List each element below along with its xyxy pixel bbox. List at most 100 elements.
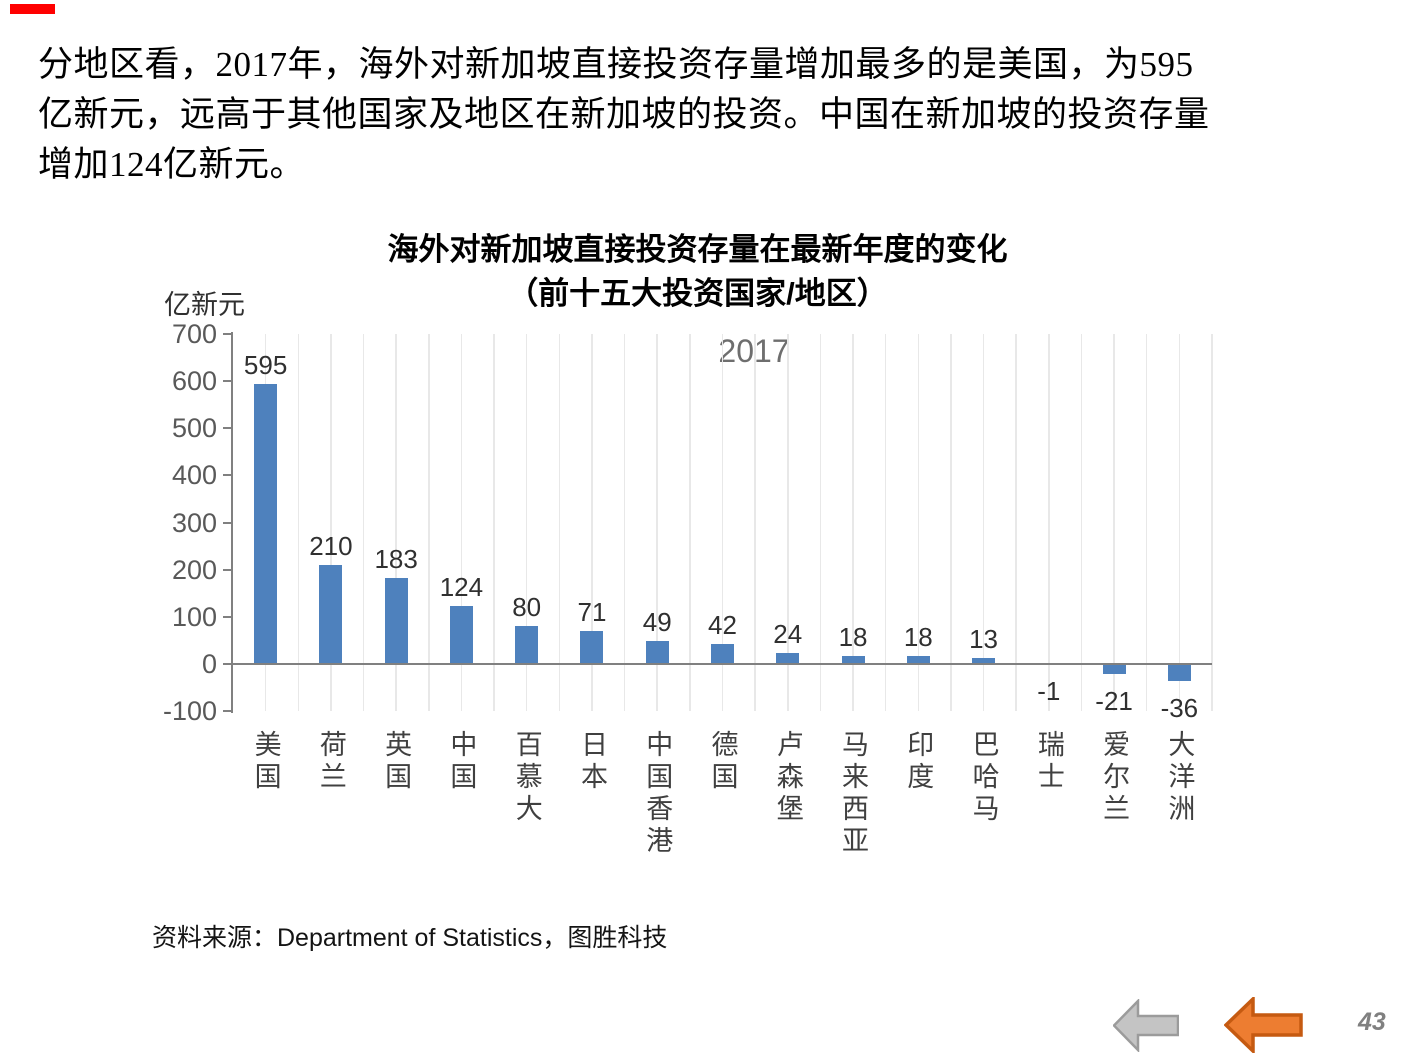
series-legend-label: 2017: [718, 333, 790, 369]
gridline: [1145, 334, 1148, 711]
gridline: [623, 334, 626, 711]
gridline: [982, 334, 985, 711]
left-arrow-icon: [1112, 997, 1180, 1054]
bar: [580, 630, 604, 664]
y-tick-label: 400: [171, 460, 217, 491]
x-category-label: 美国: [250, 730, 281, 794]
gridline: [917, 334, 920, 711]
gridline: [787, 334, 789, 711]
bar: [776, 652, 800, 664]
chart-subtitle: （前十五大投资国家/地区）: [507, 276, 888, 311]
bar-value-label: 18: [838, 621, 868, 652]
bar: [254, 383, 278, 664]
x-category-label: 百慕大: [511, 730, 542, 826]
x-category-label: 英国: [381, 730, 412, 794]
gridline: [1113, 334, 1115, 711]
gridline: [1080, 334, 1083, 711]
bar: [841, 655, 865, 664]
y-tick: [223, 380, 231, 383]
bar-value-label: -36: [1160, 692, 1199, 723]
gridline: [591, 334, 593, 711]
bar-value-label: -21: [1095, 685, 1133, 716]
bar-value-label: 18: [903, 621, 933, 652]
gridline: [330, 334, 332, 711]
x-category-label: 荷兰: [315, 730, 346, 794]
bar: [645, 640, 669, 664]
bar-value-label: 13: [969, 623, 999, 654]
page-number: 43: [1358, 1008, 1386, 1036]
gridline: [852, 334, 854, 711]
bar-value-label: 42: [708, 610, 737, 641]
bar-value-label: 210: [309, 531, 353, 561]
gridline: [558, 334, 561, 711]
gridline: [1178, 334, 1181, 711]
y-tick: [223, 333, 231, 335]
bar-value-label: 124: [439, 571, 484, 602]
x-category-label: 日本: [576, 730, 607, 794]
nav-back-button-orange[interactable]: [1223, 994, 1303, 1058]
gridline: [525, 334, 528, 711]
zero-axis-line: [233, 663, 1212, 665]
x-category-label: 印度: [903, 730, 934, 794]
y-tick-label: 700: [171, 319, 217, 349]
y-tick: [223, 663, 231, 665]
bar: [711, 644, 734, 664]
x-category-label: 马来西亚: [838, 730, 869, 858]
left-arrow-icon: [1223, 994, 1303, 1056]
y-axis-unit-label: 亿新元: [164, 290, 245, 320]
gridline: [656, 334, 658, 711]
gridline: [460, 334, 463, 711]
gridline: [1048, 334, 1050, 711]
red-accent-bar: [10, 4, 55, 14]
gridline: [950, 334, 952, 711]
y-tick: [223, 427, 231, 430]
gridline: [1015, 334, 1017, 711]
nav-previous-button-gray[interactable]: [1112, 997, 1180, 1057]
y-tick-label: 200: [171, 554, 217, 585]
y-tick: [223, 710, 231, 713]
x-category-label: 卢森堡: [772, 730, 803, 826]
gridline: [689, 334, 691, 711]
intro-line-1: 分地区看，2017年，海外对新加坡直接投资存量增加最多的是美国，为595: [38, 45, 1194, 84]
gridline: [428, 334, 430, 711]
y-tick-label: 0: [201, 649, 217, 679]
bar: [972, 657, 996, 664]
gridline: [395, 334, 397, 711]
source-note: 资料来源：Department of Statistics，图胜科技: [152, 924, 668, 952]
bar-value-label: 80: [512, 592, 542, 623]
gridline: [297, 334, 300, 711]
bar-value-label: 49: [642, 606, 672, 637]
y-tick: [223, 521, 231, 524]
y-tick: [223, 568, 231, 571]
bar: [515, 626, 539, 664]
bar: [319, 565, 343, 664]
intro-line-3: 增加124亿新元。: [38, 145, 306, 184]
y-tick-label: -100: [162, 696, 217, 727]
gridline: [884, 334, 887, 711]
x-category-label: 中国: [446, 730, 477, 794]
x-category-label: 巴哈马: [968, 730, 999, 826]
x-category-label: 大洋洲: [1164, 730, 1195, 826]
bar-value-label: -1: [1037, 676, 1061, 707]
bar-value-label: 71: [577, 596, 607, 627]
gridline: [819, 334, 822, 711]
bar: [384, 577, 408, 664]
bar: [449, 605, 473, 664]
gridline: [493, 334, 495, 711]
y-tick-label: 300: [171, 507, 217, 538]
chart-title: 海外对新加坡直接投资存量在最新年度的变化: [387, 232, 1008, 267]
bar: [906, 655, 930, 664]
y-tick-label: 600: [171, 366, 217, 397]
y-tick-label: 100: [171, 601, 217, 632]
x-category-label: 爱尔兰: [1099, 730, 1130, 826]
bar: [1102, 664, 1126, 674]
gridline: [362, 334, 365, 711]
y-axis-line: [231, 332, 233, 713]
y-tick: [223, 474, 231, 477]
x-category-label: 中国香港: [642, 730, 673, 858]
bar-value-label: 24: [773, 618, 803, 649]
gridline: [754, 334, 756, 711]
bar: [1167, 664, 1191, 681]
intro-paragraph: 分地区看，2017年，海外对新加坡直接投资存量增加最多的是美国，为595 亿新元…: [38, 40, 1388, 190]
